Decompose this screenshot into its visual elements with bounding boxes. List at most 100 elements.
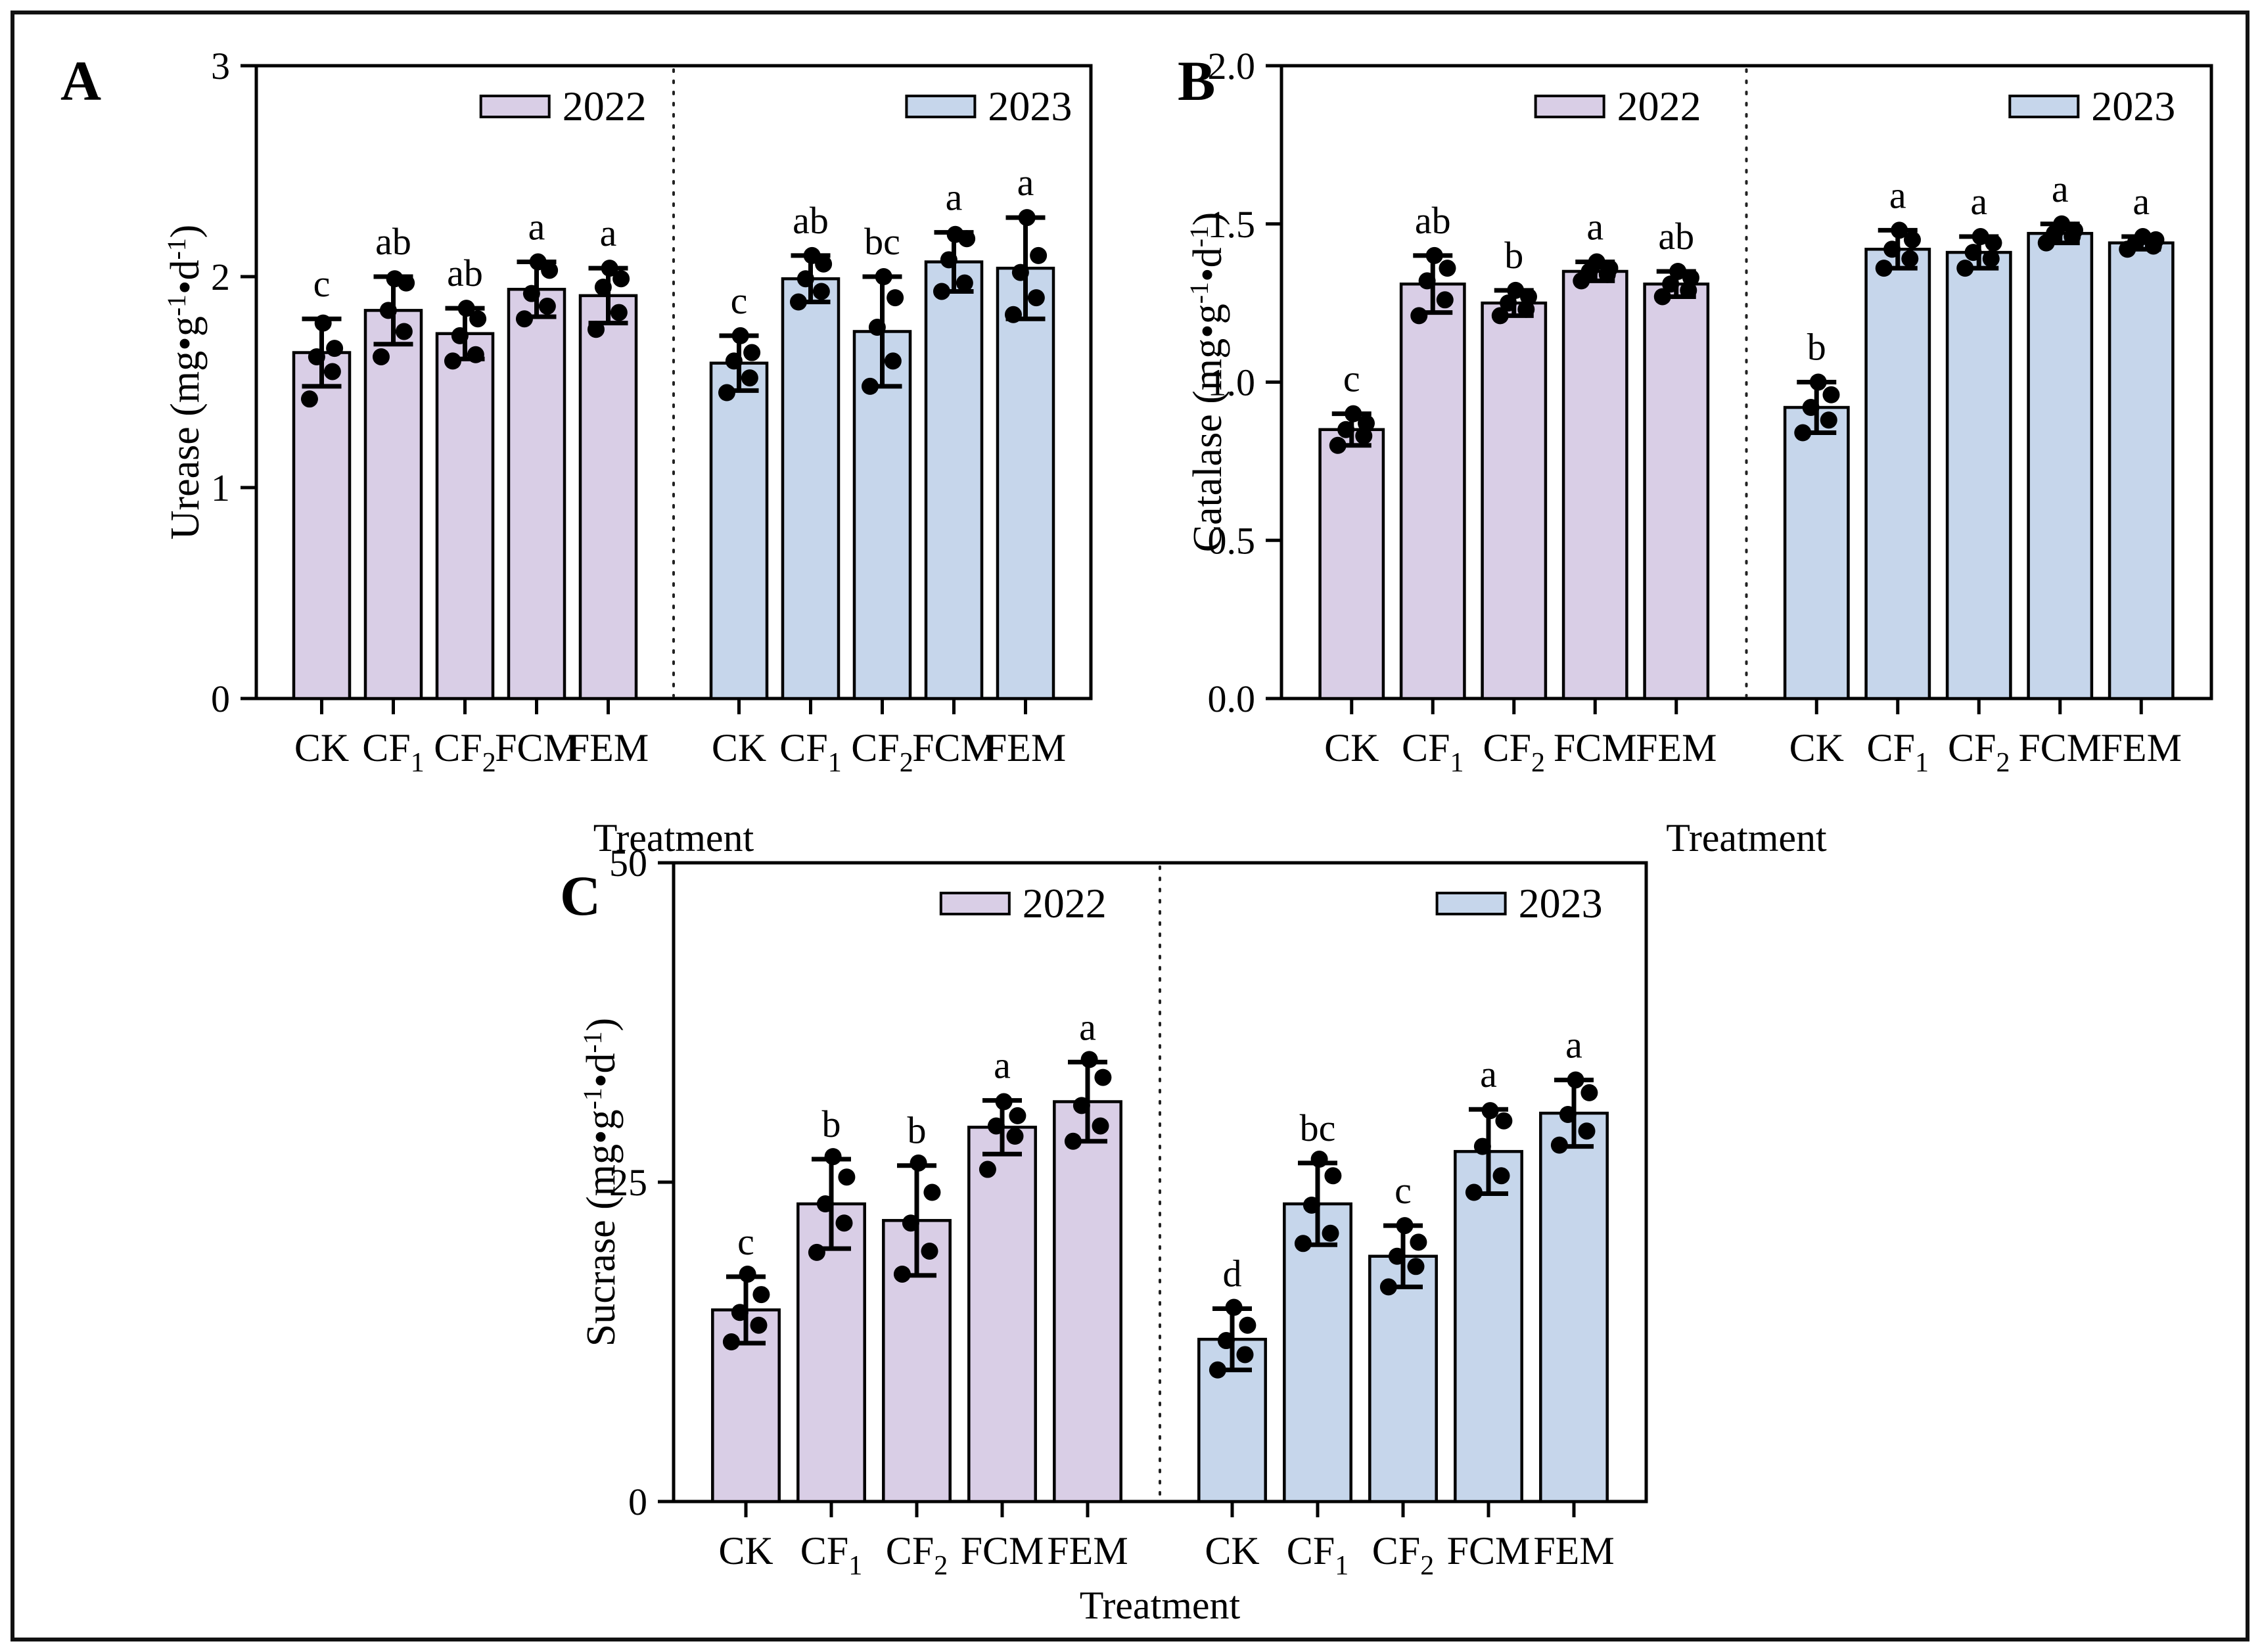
data-point (467, 346, 484, 363)
data-point (902, 1214, 919, 1232)
data-point (2134, 228, 2152, 246)
data-point (1357, 415, 1375, 432)
bar (996, 266, 1055, 700)
plot-frame (254, 64, 1093, 700)
x-tick-label: CF1 (779, 726, 841, 778)
data-point (1662, 275, 1680, 293)
data-point (1027, 289, 1045, 307)
significance-letter: a (1565, 1023, 1582, 1066)
data-point (921, 1242, 938, 1260)
panel-label-c: C (560, 864, 601, 927)
legend-label: 2022 (1023, 880, 1107, 927)
data-point (1903, 231, 1921, 248)
data-point (1653, 288, 1671, 306)
x-tick-label: CK (1324, 726, 1379, 769)
significance-letter: b (822, 1103, 841, 1145)
data-point (923, 1183, 941, 1201)
data-point (1550, 1136, 1568, 1154)
data-point (1294, 1235, 1312, 1252)
legend-swatch (1534, 95, 1605, 118)
data-point (395, 323, 413, 340)
data-point (1209, 1361, 1226, 1379)
y-tick-label: 0.0 (1208, 677, 1256, 720)
x-tick-label: CF1 (800, 1529, 862, 1581)
panel-label-a: A (60, 49, 102, 112)
x-tick-label: CK (294, 726, 349, 769)
x-tick-label: FEM (2101, 726, 2182, 769)
y-tick-label: 0.5 (1208, 519, 1256, 562)
significance-letter: c (1343, 357, 1360, 400)
data-point (933, 283, 950, 300)
data-point (1682, 269, 1699, 287)
bar (967, 1126, 1037, 1503)
data-point (610, 304, 628, 321)
data-point (444, 352, 461, 370)
data-point (1985, 234, 2002, 252)
data-point (1809, 373, 1827, 391)
x-tick-label: CF2 (1948, 726, 2010, 778)
significance-letter: c (731, 279, 748, 322)
bar (1318, 428, 1385, 700)
data-point (1495, 1112, 1513, 1130)
data-point (1310, 1151, 1328, 1168)
significance-letter: a (1079, 1005, 1096, 1048)
data-point (1794, 424, 1812, 442)
bar (1283, 1202, 1352, 1503)
data-point (300, 390, 318, 408)
data-point (796, 270, 814, 288)
data-point (1436, 291, 1454, 309)
data-point (1578, 1122, 1596, 1140)
data-point (838, 1168, 856, 1186)
y-tick-label: 0 (211, 677, 230, 720)
data-point (752, 1286, 770, 1304)
data-point (386, 270, 404, 288)
data-point (1901, 250, 1919, 267)
x-tick-label: FCM (1447, 1529, 1531, 1572)
y-tick-label: 1 (211, 467, 230, 509)
data-point (1004, 306, 1022, 323)
data-point (1982, 250, 2000, 267)
y-tick-label: 2 (211, 256, 230, 298)
data-point (1225, 1298, 1243, 1316)
significance-letter: b (908, 1109, 927, 1152)
x-tick-label: FCM (1554, 726, 1637, 769)
legend-label: 2023 (1519, 880, 1603, 927)
data-point (451, 327, 469, 344)
data-point (522, 285, 540, 302)
data-point (1517, 300, 1535, 318)
data-point (1507, 281, 1525, 299)
x-tick-label: FCM (961, 1529, 1044, 1572)
x-tick-label: CK (718, 1529, 773, 1572)
legend-swatch (2008, 95, 2080, 118)
data-point (1236, 1346, 1254, 1364)
significance-letter: b (1807, 326, 1826, 369)
significance-letter: bc (864, 220, 900, 263)
data-point (1239, 1316, 1257, 1334)
x-axis-title: Treatment (593, 816, 754, 860)
data-point (861, 377, 879, 395)
data-point (314, 314, 332, 332)
data-point (1588, 253, 1605, 271)
bar (435, 332, 495, 700)
bar (2027, 231, 2094, 700)
data-point (457, 300, 475, 317)
data-point (1418, 272, 1436, 290)
significance-letter: d (1223, 1252, 1242, 1295)
bar (882, 1219, 952, 1503)
data-point (1956, 260, 1974, 277)
x-tick-label: CF2 (851, 726, 913, 778)
data-point (979, 1160, 996, 1178)
data-point (1094, 1068, 1112, 1086)
data-point (529, 253, 547, 271)
y-axis-title: Sucrase (mg•g-1•d-1) (578, 1018, 624, 1346)
data-point (1322, 1224, 1339, 1242)
y-axis-title: Catalase (mg•g-1•d-1) (1185, 212, 1230, 553)
data-point (835, 1214, 853, 1232)
legend-label: 2022 (1617, 83, 1701, 129)
data-point (741, 369, 758, 387)
significance-letter: a (1480, 1053, 1497, 1095)
data-point (1500, 294, 1517, 312)
data-point (1802, 399, 1820, 417)
data-point (1388, 1247, 1406, 1265)
data-point (308, 348, 325, 365)
